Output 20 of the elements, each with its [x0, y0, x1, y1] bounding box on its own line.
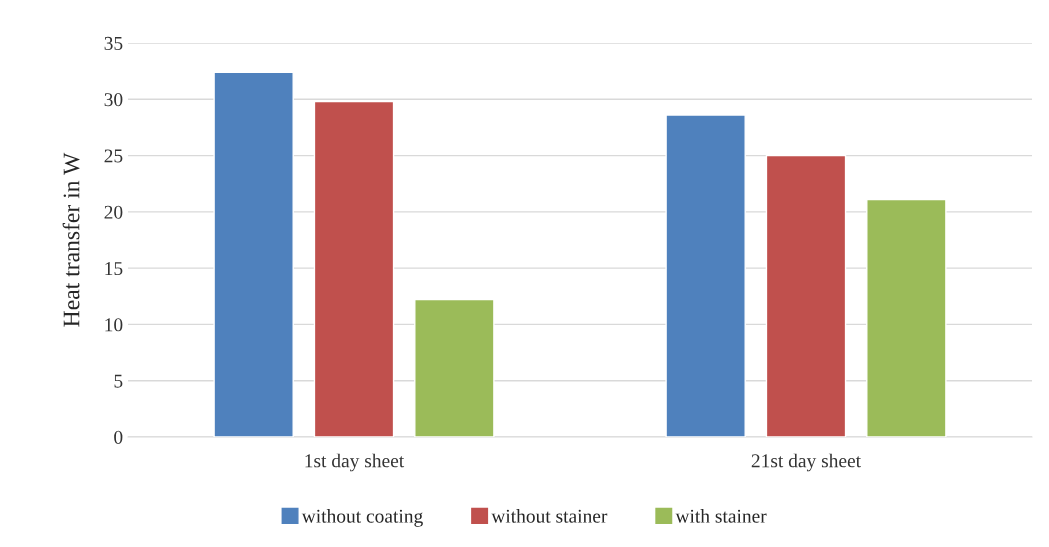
- x-tick-label: 1st day sheet: [305, 453, 405, 472]
- bar: [665, 114, 746, 437]
- legend-label: without coating: [301, 509, 423, 527]
- y-tick-label: 20: [104, 205, 123, 219]
- x-tick-label: 21st day sheet: [751, 453, 861, 472]
- y-tick-label: 35: [104, 36, 123, 50]
- y-tick-label: 30: [104, 93, 123, 107]
- y-tick-label: 0: [114, 430, 123, 444]
- legend-label: without stainer: [491, 509, 608, 523]
- bar: [213, 71, 294, 437]
- bar: [313, 100, 395, 437]
- y-axis-title: Heat transfer in W: [62, 152, 80, 327]
- y-tick-label: 5: [114, 374, 123, 388]
- bar: [765, 154, 847, 437]
- bar: [414, 298, 495, 437]
- y-tick-label: 10: [105, 318, 123, 332]
- y-tick-label: 15: [105, 262, 123, 276]
- bar: [866, 198, 947, 437]
- y-tick-label: 25: [104, 149, 123, 163]
- legend-label: with stainer: [675, 509, 767, 523]
